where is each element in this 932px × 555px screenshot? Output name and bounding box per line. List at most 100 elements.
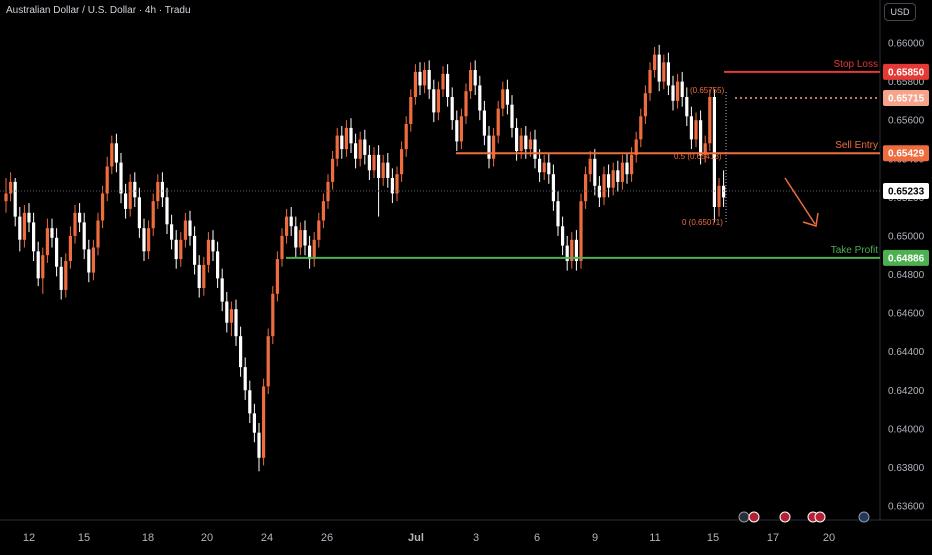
candle [59,257,63,300]
candle [68,226,72,269]
candle-body [630,154,634,175]
flag-icon[interactable] [779,511,791,523]
time-axis[interactable]: 12 15 18 20 24 26 Jul 3 6 9 11 15 17 20 [23,532,835,544]
events-icon-group[interactable] [738,511,870,523]
candle-body [133,181,137,198]
candle-body [478,85,482,111]
candle [105,156,109,202]
stop-loss-badge: 0.65850 [883,63,929,80]
candle [285,208,289,244]
candle [464,83,468,124]
candle [18,207,22,252]
candle-body [340,135,344,150]
candle-body [275,259,279,294]
candle-body [542,162,546,173]
candle-body [27,212,31,223]
candle [133,172,137,207]
candle-body [50,228,54,238]
candle-body [308,245,312,260]
x-tick-label: 17 [767,532,779,544]
candle [234,299,238,346]
candle [386,153,390,188]
candle [423,62,427,94]
candle [450,87,454,130]
candle-body [386,162,390,178]
candle-body [653,54,657,70]
candle [147,220,151,260]
y-tick-label: 0.64000 [888,424,925,435]
candle [78,203,82,233]
candle-body [87,249,91,273]
candle [128,174,132,217]
candle [657,44,661,92]
candle-body [551,174,555,202]
candles-layer [4,44,726,472]
candle-body [110,143,114,167]
candle [565,235,569,271]
candle [344,120,348,157]
candle-body [666,62,670,86]
candle [367,145,371,180]
price-axis[interactable]: 0.660000.658000.656000.654000.652000.650… [883,39,929,513]
candle-body [36,251,40,279]
candle [354,133,358,169]
candle-body [492,135,496,159]
down-arrow-icon [784,177,819,227]
take-profit-badge: 0.64886 [883,249,929,266]
candle [174,230,178,269]
candle-body [183,220,187,240]
candle [666,52,670,96]
candle [32,212,36,261]
candle-body [528,139,532,150]
candle [308,235,312,269]
candle-body [202,264,206,288]
x-tick-label: 26 [321,532,333,544]
candle-body [206,239,210,265]
candle-body [390,178,394,194]
svg-text:0.65429: 0.65429 [888,149,925,160]
flag-icon[interactable] [814,511,826,523]
fib-price-badge: 0.65715 [883,90,929,106]
fib-label-mid: 0.5 (0.65413) [674,152,722,161]
candle-body [708,97,712,144]
currency-button[interactable]: USD [884,3,916,21]
edit-event-icon[interactable] [738,511,750,523]
candle-body [193,235,197,265]
candle-body [676,81,680,101]
candle [671,75,675,111]
candle [317,212,321,248]
candle [50,218,54,248]
candle [340,126,344,159]
candle [45,218,49,263]
x-tick-label: 12 [23,532,35,544]
candle-body [432,89,436,113]
candle [478,75,482,121]
x-tick-label: 3 [473,532,479,544]
candle [91,239,95,281]
candle [487,126,491,169]
level-label: Sell Entry [835,140,878,151]
candle-body [257,432,261,458]
candle-body [151,201,155,229]
candle-body [464,91,468,117]
candle [326,174,330,209]
candle [225,291,229,333]
candle-body [395,174,399,194]
levels-layer: Stop Loss Sell Entry Take Profit [0,59,880,259]
candle [275,251,279,302]
candle [390,168,394,204]
candle [321,193,325,229]
candle [542,154,546,180]
candle-body [197,264,201,288]
candle [510,95,514,138]
globe-icon[interactable] [858,511,870,523]
svg-text:0.64886: 0.64886 [888,253,925,264]
candle [358,131,362,167]
candle [137,187,141,238]
x-tick-label: 9 [592,532,598,544]
candle [436,81,440,121]
flag-icon[interactable] [748,511,760,523]
candle-body [317,220,321,240]
